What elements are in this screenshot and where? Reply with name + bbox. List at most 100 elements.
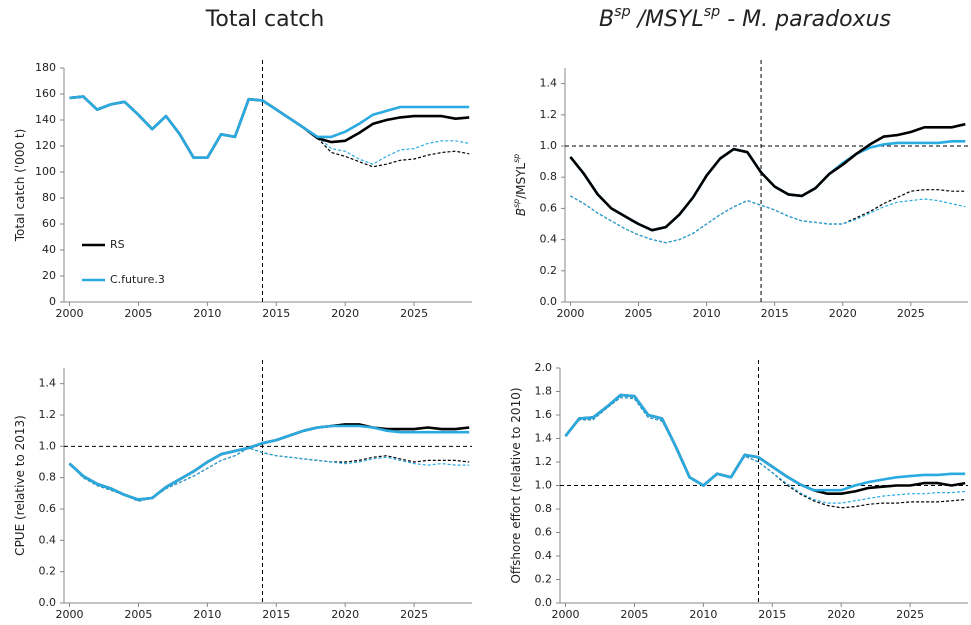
x-tick-label: 2025 <box>400 608 428 621</box>
y-tick-label: 0.6 <box>535 526 553 539</box>
range-line <box>570 195 966 244</box>
series-line <box>569 140 966 232</box>
x-tick-label: 2005 <box>625 307 653 320</box>
range-line <box>565 396 966 509</box>
x-tick-label: 2020 <box>331 608 359 621</box>
y-tick-label: 1.2 <box>535 455 553 468</box>
panel: Bsp /MSYLsp - M. paradoxusBsp/MSYLsp0.00… <box>512 4 968 320</box>
y-tick-label: 180 <box>35 61 56 74</box>
x-tick-label: 2010 <box>693 307 721 320</box>
range-line <box>317 137 470 168</box>
text-part: CPUE (relative to 2013) <box>13 415 27 556</box>
y-tick-label: 160 <box>35 87 56 100</box>
x-tick-label: 2005 <box>124 307 152 320</box>
y-tick-label: 0.8 <box>540 170 558 183</box>
text-part: /MSYL <box>631 7 704 32</box>
y-tick-label: 0.0 <box>535 596 553 609</box>
series-line <box>68 424 470 501</box>
y-tick-label: 80 <box>42 191 56 204</box>
y-tick-label: 0.2 <box>39 565 57 578</box>
y-axis-label: Offshore effort (relative to 2010) <box>509 387 523 583</box>
x-tick-label: 2000 <box>552 608 580 621</box>
text-part: sp <box>704 4 721 20</box>
x-tick-label: 2020 <box>829 307 857 320</box>
y-tick-label: 1.2 <box>39 408 57 421</box>
panel-title: Bsp /MSYLsp - M. paradoxus <box>599 4 891 32</box>
panel: Offshore effort (relative to 2010) 0.0 0.2… <box>509 360 968 621</box>
range-line <box>570 189 966 244</box>
range-line <box>317 136 470 165</box>
text-part: B <box>599 7 614 32</box>
legend-label: RS <box>110 238 125 251</box>
x-tick-label: 2005 <box>620 608 648 621</box>
text-part: - M. paradoxus <box>720 7 891 32</box>
y-tick-label: 0.4 <box>535 549 553 562</box>
y-tick-label: 0.4 <box>39 533 57 546</box>
range-line <box>69 447 470 502</box>
y-tick-label: 1.8 <box>535 385 553 398</box>
y-axis-label: CPUE (relative to 2013) <box>13 415 27 556</box>
x-tick-label: 2005 <box>124 608 152 621</box>
x-tick-label: 2020 <box>827 608 855 621</box>
x-tick-label: 2020 <box>331 307 359 320</box>
range-line <box>69 447 470 502</box>
x-tick-label: 2010 <box>193 307 221 320</box>
y-tick-label: 20 <box>42 269 56 282</box>
x-tick-label: 2015 <box>758 608 786 621</box>
y-tick-label: 0 <box>49 295 56 308</box>
x-tick-label: 2010 <box>193 608 221 621</box>
text-part: sp <box>512 199 521 208</box>
series-line <box>564 393 966 495</box>
y-tick-label: 40 <box>42 243 56 256</box>
y-tick-label: 0.0 <box>540 295 558 308</box>
x-tick-label: 2015 <box>262 307 290 320</box>
series-line <box>69 95 470 159</box>
range-line <box>565 396 966 504</box>
x-tick-label: 2010 <box>689 608 717 621</box>
y-tick-label: 0.2 <box>540 264 558 277</box>
y-tick-label: 0.8 <box>535 502 553 515</box>
x-tick-label: 2015 <box>262 608 290 621</box>
y-tick-label: 0.8 <box>39 471 57 484</box>
panel-title: Total catch <box>205 7 325 32</box>
x-tick-label: 2025 <box>400 307 428 320</box>
y-tick-label: 0.6 <box>540 201 558 214</box>
y-tick-label: 1.2 <box>540 108 558 121</box>
y-tick-label: 1.0 <box>39 439 57 452</box>
x-tick-label: 2025 <box>896 608 924 621</box>
y-tick-label: 100 <box>35 165 56 178</box>
y-tick-label: 0.6 <box>39 502 57 515</box>
y-tick-label: 120 <box>35 139 56 152</box>
text-part: sp <box>512 154 521 163</box>
y-axis-label: Bsp/MSYLsp <box>512 154 528 216</box>
text-part: Total catch ('000 t) <box>13 129 27 243</box>
x-tick-label: 2015 <box>761 307 789 320</box>
series-line <box>569 122 966 232</box>
y-tick-label: 0.4 <box>540 233 558 246</box>
y-tick-label: 1.4 <box>540 77 558 90</box>
y-tick-label: 60 <box>42 217 56 230</box>
y-tick-label: 0.0 <box>39 596 57 609</box>
text-part: Offshore effort (relative to 2010) <box>509 387 523 583</box>
series-line <box>564 393 966 492</box>
x-tick-label: 2025 <box>897 307 925 320</box>
y-tick-label: 1.4 <box>535 432 553 445</box>
text-part: Total catch <box>205 7 325 32</box>
y-tick-label: 0.2 <box>535 573 553 586</box>
legend-label: C.future.3 <box>110 273 165 286</box>
y-axis-label: Total catch ('000 t) <box>13 129 27 243</box>
text-part: /MSYL <box>514 163 528 199</box>
y-tick-label: 1.6 <box>535 408 553 421</box>
y-tick-label: 1.4 <box>39 377 57 390</box>
x-tick-label: 2000 <box>56 608 84 621</box>
y-tick-label: 140 <box>35 113 56 126</box>
x-tick-label: 2000 <box>556 307 584 320</box>
y-tick-label: 1.0 <box>535 479 553 492</box>
panel: Total catch Total catch ('000 t) 0 20 40 60 80… <box>13 7 472 320</box>
text-part: sp <box>614 4 631 20</box>
panel: CPUE (relative to 2013) 0.0 0.2 0.4 0.6 0.8 1.… <box>13 360 472 621</box>
y-tick-label: 2.0 <box>535 361 553 374</box>
text-part: B <box>514 208 528 216</box>
y-tick-label: 1.0 <box>540 139 558 152</box>
